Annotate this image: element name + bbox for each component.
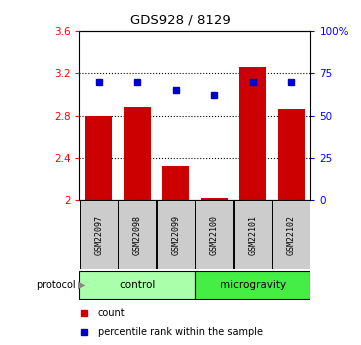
Bar <box>201 198 228 200</box>
Text: GSM22101: GSM22101 <box>248 215 257 255</box>
Text: microgravity: microgravity <box>219 280 286 289</box>
Text: GSM22102: GSM22102 <box>287 215 296 255</box>
Text: control: control <box>119 280 155 289</box>
Text: GSM22100: GSM22100 <box>210 215 219 255</box>
Bar <box>80 200 118 269</box>
Bar <box>85 116 112 200</box>
Text: protocol: protocol <box>36 280 76 289</box>
Bar <box>278 109 305 200</box>
Text: GDS928 / 8129: GDS928 / 8129 <box>130 14 231 27</box>
Text: GSM22098: GSM22098 <box>133 215 142 255</box>
Bar <box>239 67 266 200</box>
Text: ▶: ▶ <box>78 280 85 289</box>
Bar <box>124 107 151 200</box>
Text: percentile rank within the sample: percentile rank within the sample <box>98 327 263 337</box>
Bar <box>234 200 272 269</box>
Text: count: count <box>98 308 126 318</box>
Bar <box>79 270 195 298</box>
Bar <box>195 200 233 269</box>
Text: GSM22099: GSM22099 <box>171 215 180 255</box>
Bar <box>195 270 310 298</box>
Bar <box>118 200 156 269</box>
Text: GSM22097: GSM22097 <box>94 215 103 255</box>
Bar <box>272 200 310 269</box>
Bar <box>162 166 189 200</box>
Bar <box>157 200 195 269</box>
